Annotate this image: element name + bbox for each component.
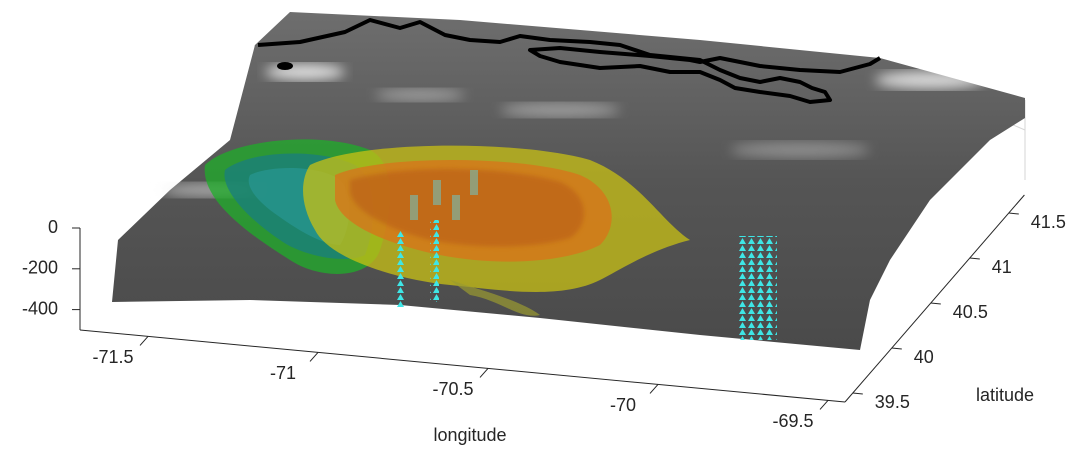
- y-tick: [853, 393, 863, 394]
- page: {"chart_data": {"type": "surface3d", "xl…: [0, 0, 1083, 447]
- y-tick-label: 41: [992, 257, 1012, 277]
- chart: longitude latitude -71.5 -71 -70.5 -70 -69.5…: [0, 0, 1083, 447]
- x-tick: [140, 336, 148, 345]
- y-tick-label: 41.5: [1031, 212, 1066, 232]
- y-tick: [1009, 213, 1019, 214]
- z-tick-label: -200: [22, 258, 58, 278]
- z-tick-label: -400: [22, 298, 58, 318]
- x-axis-title: longitude: [433, 425, 506, 445]
- x-tick-label: -71: [270, 363, 296, 383]
- coastline-island: [277, 62, 293, 70]
- z-tick-label: 0: [48, 217, 58, 237]
- y-axis-title: latitude: [976, 385, 1034, 405]
- x-tick-label: -70: [610, 395, 636, 415]
- y-tick-label: 40: [914, 347, 934, 367]
- x-tick-label: -71.5: [92, 347, 133, 367]
- y-tick: [931, 303, 941, 304]
- y-tick: [970, 258, 980, 259]
- x-tick: [480, 368, 488, 377]
- x-tick: [310, 352, 318, 361]
- x-tick: [820, 400, 828, 409]
- x-tick-label: -70.5: [432, 379, 473, 399]
- y-tick: [892, 348, 902, 349]
- x-tick-label: -69.5: [772, 411, 813, 431]
- y-tick-label: 39.5: [875, 392, 910, 412]
- y-tick-label: 40.5: [953, 302, 988, 322]
- x-tick: [650, 384, 658, 393]
